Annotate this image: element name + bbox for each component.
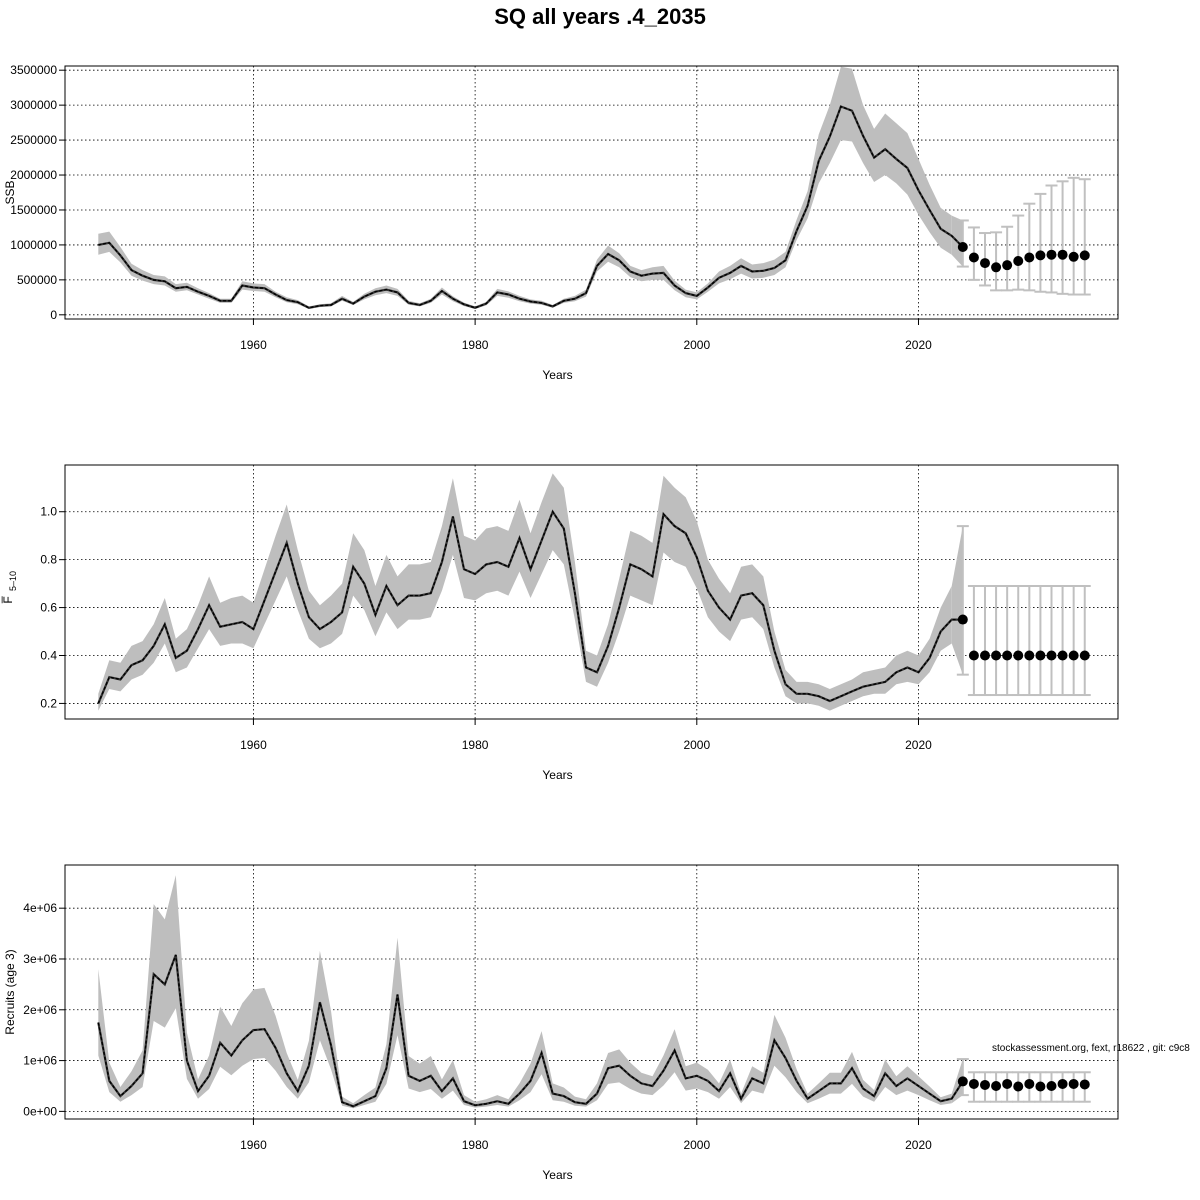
forecast-point: [1002, 650, 1013, 661]
y-tick-label: 500000: [17, 273, 57, 287]
y-tick-label: 0: [50, 308, 57, 322]
y-tick-label: 3000000: [10, 98, 57, 112]
panel-3: 1960 1980 2000 2020 0e+00 1e+06 2e+06 3e+06 4e+0…: [3, 864, 1119, 1182]
forecast-point: [1057, 1078, 1068, 1089]
forecast-point: [1024, 252, 1035, 263]
forecast-point: [1035, 650, 1046, 661]
forecast-point: [1002, 260, 1013, 271]
forecast-point: [1046, 1080, 1057, 1091]
forecast-point: [1057, 249, 1068, 260]
x-tick-label: 2020: [905, 338, 932, 352]
confidence-band: [98, 875, 952, 1109]
forecast-point: [968, 1078, 979, 1089]
x-tick-label: 1980: [462, 1138, 489, 1152]
estimate-line-dashed: [97, 954, 964, 1108]
forecast-point: [1046, 650, 1057, 661]
x-tick-label: 2020: [905, 1138, 932, 1152]
chart-title: SQ all years .4_2035: [494, 4, 706, 29]
x-tick-label: 1960: [240, 1138, 267, 1152]
x-axis-title: Years: [542, 768, 572, 782]
forecast-point: [979, 1079, 990, 1090]
y-axis-title: F̅: [1, 596, 15, 604]
y-tick-label: 3500000: [10, 63, 57, 77]
y-tick-label: 2e+06: [23, 1003, 57, 1017]
x-tick-label: 2000: [683, 338, 710, 352]
forecast-point: [1024, 650, 1035, 661]
forecast-point: [968, 650, 979, 661]
estimate-line-dashed: [98, 105, 964, 309]
forecast-point: [957, 1076, 968, 1087]
y-axis-title-subscript: 5–10: [8, 571, 18, 591]
forecast-point: [1035, 250, 1046, 261]
x-tick-label: 1960: [240, 338, 267, 352]
forecast-point: [1079, 1079, 1090, 1090]
estimate-line-dashed: [97, 510, 963, 704]
y-tick-label: 3e+06: [23, 952, 57, 966]
x-tick-label: 2000: [683, 1138, 710, 1152]
y-tick-label: 0.6: [40, 601, 57, 615]
x-tick-label: 2000: [683, 738, 710, 752]
forecast-point: [1024, 1078, 1035, 1089]
forecast-point: [979, 650, 990, 661]
y-tick-label: 1000000: [10, 238, 57, 252]
forecast-point: [1068, 251, 1079, 262]
y-tick-label: 1500000: [10, 203, 57, 217]
forecast-point: [991, 1080, 1002, 1091]
x-axis-title: Years: [542, 1168, 572, 1182]
x-tick-label: 1980: [462, 338, 489, 352]
y-tick-label: 0.4: [40, 649, 57, 663]
y-tick-label: 4e+06: [23, 901, 57, 915]
forecast-point: [1068, 650, 1079, 661]
confidence-band: [98, 66, 952, 309]
confidence-band-link: [951, 1059, 963, 1104]
forecast-point: [1068, 1078, 1079, 1089]
y-tick-label: 1.0: [40, 505, 57, 519]
panel-1: 1960 1980 2000 2020 0 500000 1000000 1500000 200…: [3, 63, 1119, 382]
forecast-point: [957, 614, 968, 625]
forecast-point: [968, 252, 979, 263]
forecast-point: [1079, 650, 1090, 661]
y-axis-title: Recruits (age 3): [3, 949, 17, 1034]
panel-2: 1960 1980 2000 2020 0.2 0.4 0.6 0.8 1.0 Years F̅ 5–…: [1, 464, 1119, 782]
forecast-point: [1013, 650, 1024, 661]
y-axis-title: SSB: [3, 180, 17, 204]
forecast-point: [1013, 1081, 1024, 1092]
forecast-point: [979, 258, 990, 269]
forecast-point: [1057, 650, 1068, 661]
x-axis-title: Years: [542, 368, 572, 382]
forecast-point: [1046, 249, 1057, 260]
forecast-point: [957, 242, 968, 253]
confidence-band: [98, 473, 952, 711]
forecast-point: [991, 650, 1002, 661]
confidence-band-link: [951, 526, 963, 675]
forecast-point: [991, 262, 1002, 273]
x-tick-label: 1980: [462, 738, 489, 752]
forecast-point: [1035, 1081, 1046, 1092]
forecast-point: [1002, 1078, 1013, 1089]
y-tick-label: 0.2: [40, 696, 57, 710]
y-tick-label: 2000000: [10, 168, 57, 182]
footnote-text: stockassessment.org, fext, r18622 , git:…: [992, 1043, 1190, 1054]
x-tick-label: 1960: [240, 738, 267, 752]
y-tick-label: 0.8: [40, 553, 57, 567]
forecast-point: [1013, 255, 1024, 266]
y-tick-label: 1e+06: [23, 1054, 57, 1068]
forecast-point: [1079, 250, 1090, 261]
y-tick-label: 0e+00: [23, 1104, 57, 1118]
y-tick-label: 2500000: [10, 133, 57, 147]
x-tick-label: 2020: [905, 738, 932, 752]
